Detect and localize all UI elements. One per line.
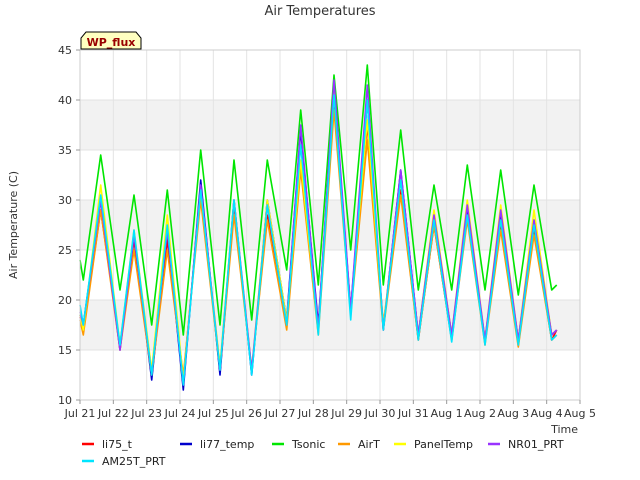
x-tick-label: Jul 25 (197, 407, 229, 420)
legend-item-Tsonic: Tsonic (272, 438, 325, 451)
series-group (79, 64, 558, 391)
x-tick-label: Jul 21 (64, 407, 96, 420)
y-tick-label: 45 (58, 44, 72, 57)
x-axis-ticks: Jul 21 Jul 22 Jul 23 Jul 24 Jul 25 Jul 26 Jul … (64, 400, 596, 420)
x-tick-label: Jul 27 (264, 407, 296, 420)
y-tick-label: 15 (58, 344, 72, 357)
legend-label: AM25T_PRT (102, 455, 166, 468)
x-tick-label: Jul 23 (130, 407, 162, 420)
x-tick-label: Jul 26 (230, 407, 262, 420)
legend-item-NR01_PRT: NR01_PRT (488, 438, 564, 451)
x-tick-label: Aug 5 (564, 407, 596, 420)
site-badge-shape (80, 31, 142, 50)
x-tick-label: Jul 24 (164, 407, 196, 420)
x-axis-label: Time (550, 423, 578, 436)
x-tick-label: Aug 3 (497, 407, 529, 420)
y-axis-label: Air Temperature (C) (7, 171, 20, 279)
legend-item-AM25T_PRT: AM25T_PRT (82, 455, 166, 468)
y-tick-label: 35 (58, 144, 72, 157)
y-tick-label: 40 (58, 94, 72, 107)
y-tick-label: 20 (58, 294, 72, 307)
y-axis-ticks: 10 15 20 25 30 35 40 45 (58, 44, 80, 407)
y-tick-label: 10 (58, 394, 72, 407)
x-tick-label: Jul 28 (297, 407, 329, 420)
legend-label: Tsonic (291, 438, 325, 451)
legend-item-AirT: AirT (338, 438, 380, 451)
site-badge-label: WP_flux (87, 36, 136, 49)
y-tick-label: 25 (58, 244, 72, 257)
x-tick-label: Jul 22 (97, 407, 129, 420)
legend-item-PanelTemp: PanelTemp (394, 438, 473, 451)
y-tick-label: 30 (58, 194, 72, 207)
legend-item-li75_t: li75_t (82, 438, 133, 451)
legend: li75_t li77_temp Tsonic AirT PanelTemp NR01_P… (82, 438, 564, 468)
x-tick-label: Aug 4 (531, 407, 563, 420)
x-tick-label: Jul 29 (330, 407, 362, 420)
legend-item-li77_temp: li77_temp (180, 438, 254, 451)
legend-label: PanelTemp (414, 438, 473, 451)
plot-band (80, 300, 580, 350)
plot-frame (79, 49, 581, 401)
x-tick-label: Jul 31 (397, 407, 429, 420)
chart-title: Air Temperatures (264, 4, 375, 19)
x-tick-label: Jul 30 (364, 407, 396, 420)
x-tick-label: Aug 1 (431, 407, 463, 420)
series-line-AM25T_PRT (79, 94, 558, 386)
series-line-Tsonic (79, 64, 558, 336)
site-badge: WP_flux (80, 31, 142, 50)
legend-label: AirT (358, 438, 380, 451)
legend-label: NR01_PRT (508, 438, 564, 451)
legend-label: li77_temp (200, 438, 254, 451)
x-tick-label: Aug 2 (464, 407, 496, 420)
legend-label: li75_t (102, 438, 133, 451)
